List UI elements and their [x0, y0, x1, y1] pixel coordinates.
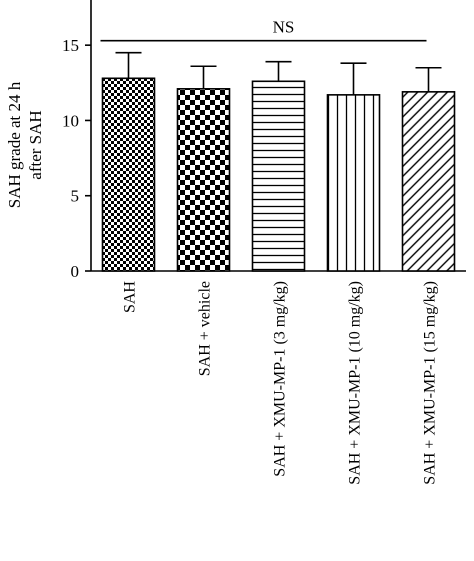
x-tick-label: SAH + XMU-MP-1 (3 mg/kg): [272, 281, 289, 477]
error-bars: [115, 51, 442, 95]
y-tick-label: 0: [71, 262, 80, 281]
bar: [251, 80, 306, 272]
significance-label: NS: [273, 18, 295, 37]
x-tick-label: SAH + vehicle: [197, 281, 214, 376]
y-axis-title-line-1: SAH grade at 24 h: [5, 81, 24, 208]
x-tick-label: SAH + XMU-MP-1 (10 mg/kg): [347, 281, 364, 485]
x-tick-label: SAH: [122, 281, 139, 313]
x-tick-label: SAH + XMU-MP-1 (15 mg/kg): [422, 281, 439, 485]
bar: [176, 88, 231, 272]
y-tick-label: 15: [62, 36, 79, 55]
bar: [401, 91, 456, 272]
y-axis-title-line-2: after SAH: [26, 110, 45, 179]
bar: [101, 77, 156, 272]
y-tick-label: 5: [71, 187, 80, 206]
y-ticks: 0 5 10 15: [62, 36, 91, 281]
y-tick-label: 10: [62, 111, 79, 130]
bars: [101, 77, 456, 272]
x-tick-labels: SAH SAH + vehicle SAH + XMU-MP-1 (3 mg/kg)…: [122, 281, 439, 485]
bar: [326, 94, 381, 272]
significance-annotation: NS: [100, 18, 427, 42]
